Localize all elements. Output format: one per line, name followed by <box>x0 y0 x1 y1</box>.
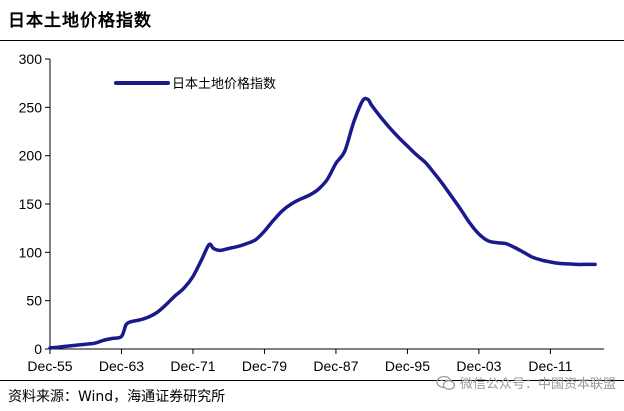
x-axis-ticks: Dec-55 Dec-63 Dec-71 Dec-79 Dec-87 Dec-95 Dec-… <box>27 349 573 374</box>
y-tick-label: 100 <box>19 244 43 260</box>
x-tick-label: Dec-79 <box>242 358 287 374</box>
watermark: 微信公众号：中国资本联盟 <box>436 373 616 392</box>
x-tick-label: Dec-95 <box>385 358 430 374</box>
y-tick-label: 150 <box>19 196 43 212</box>
x-tick-label: Dec-55 <box>27 358 72 374</box>
y-tick-label: 200 <box>19 148 43 164</box>
watermark-text: 微信公众号：中国资本联盟 <box>459 377 616 392</box>
y-tick-label: 300 <box>19 51 43 67</box>
source-note: 资料来源：Wind，海通证券研究所 <box>8 389 226 405</box>
y-tick-label: 50 <box>26 293 42 309</box>
series-line <box>48 96 597 350</box>
wechat-icon <box>436 375 456 390</box>
legend-label: 日本土地价格指数 <box>172 76 276 92</box>
x-tick-label: Dec-63 <box>99 358 144 374</box>
legend: 日本土地价格指数 <box>114 76 276 92</box>
y-tick-label: 0 <box>34 341 42 357</box>
x-tick-label: Dec-11 <box>528 358 572 374</box>
chart-title: 日本土地价格指数 <box>8 11 152 31</box>
footer-divider <box>0 380 624 381</box>
title-divider <box>0 40 624 41</box>
y-tick-label: 250 <box>19 99 43 115</box>
x-tick-label: Dec-87 <box>313 358 358 374</box>
x-tick-label: Dec-03 <box>456 358 501 374</box>
chart-axes <box>49 59 604 350</box>
x-tick-label: Dec-71 <box>170 358 215 374</box>
y-axis-ticks: 0 50 100 150 200 250 300 <box>19 51 50 357</box>
plot-area <box>48 96 597 350</box>
